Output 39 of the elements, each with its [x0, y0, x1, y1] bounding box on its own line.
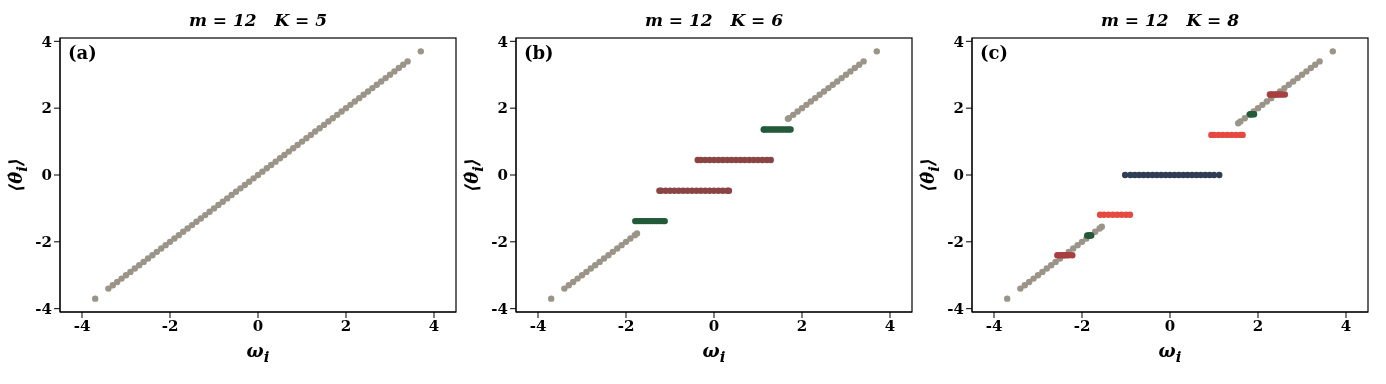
annotation: (a) — [68, 42, 97, 63]
x-axis-title: ω$_{i}$ — [245, 340, 271, 366]
chart-title: m = 12 K = 8 — [1099, 10, 1241, 30]
y-tick-label: -4 — [491, 299, 508, 318]
x-tick-label: -4 — [73, 316, 91, 335]
y-tick-label: 0 — [41, 166, 52, 185]
y-tick-label: 0 — [497, 166, 508, 185]
x-tick-label: 0 — [708, 316, 720, 335]
chart-title: m = 12 K = 5 — [187, 10, 329, 30]
x-tick-label: 2 — [796, 316, 808, 335]
y-tick-label: -2 — [947, 233, 964, 252]
y-tick-label: 0 — [953, 166, 964, 185]
x-tick-label: 4 — [428, 316, 440, 335]
x-tick-label: 0 — [1164, 316, 1176, 335]
y-tick-label: -2 — [35, 233, 52, 252]
y-tick-label: 4 — [953, 32, 964, 51]
x-tick-label: 4 — [1340, 316, 1352, 335]
y-tick-label: -4 — [947, 299, 964, 318]
x-tick-label: 2 — [340, 316, 352, 335]
x-tick-label: -2 — [161, 316, 179, 335]
y-tick-label: -2 — [491, 233, 508, 252]
y-tick-label: 4 — [497, 32, 508, 51]
x-tick-label: -4 — [985, 316, 1003, 335]
y-tick-label: 4 — [41, 32, 52, 51]
x-tick-label: 0 — [252, 316, 264, 335]
y-tick-label: -4 — [35, 299, 52, 318]
y-tick-label: 2 — [41, 99, 52, 118]
y-tick-label: 2 — [953, 99, 964, 118]
x-tick-label: 2 — [1252, 316, 1264, 335]
x-tick-label: -2 — [617, 316, 635, 335]
y-tick-label: 2 — [497, 99, 508, 118]
chart-title: m = 12 K = 6 — [643, 10, 785, 30]
x-tick-label: -2 — [1073, 316, 1091, 335]
x-axis-title: ω$_{i}$ — [701, 340, 727, 366]
x-tick-label: -4 — [529, 316, 547, 335]
annotation: (b) — [524, 42, 554, 63]
annotation: (c) — [980, 42, 1008, 63]
x-axis-title: ω$_{i}$ — [1157, 340, 1183, 366]
x-tick-label: 4 — [884, 316, 896, 335]
